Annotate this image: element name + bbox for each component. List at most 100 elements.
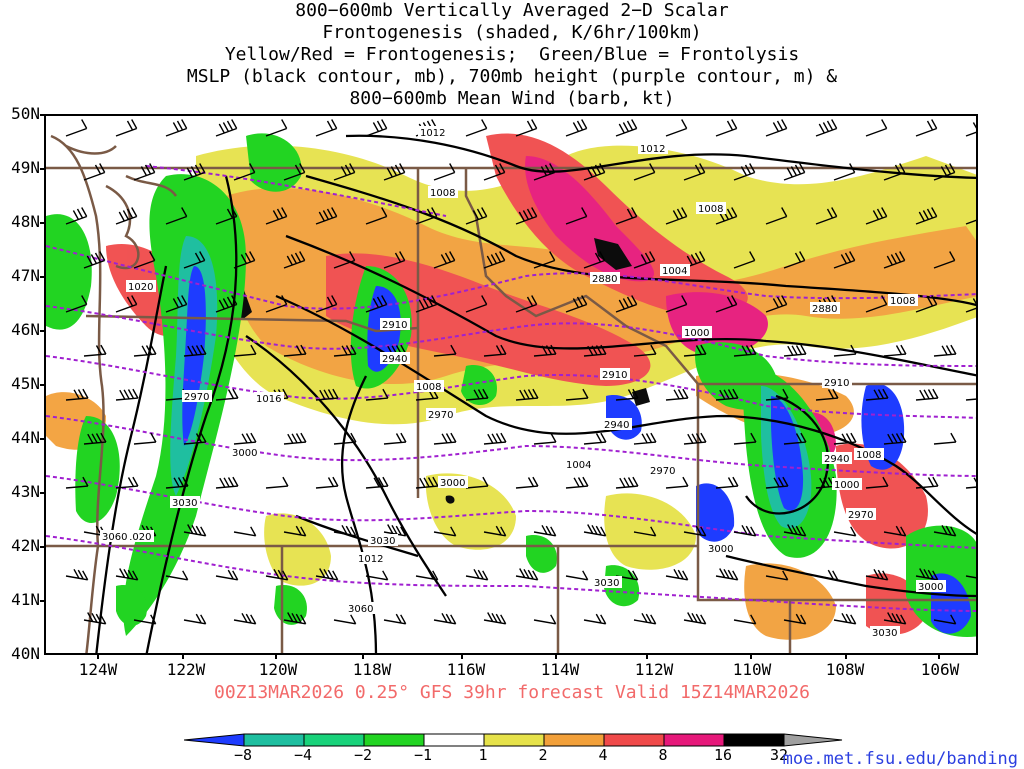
wind-barb (315, 476, 339, 489)
height-label: 2940 (380, 352, 410, 365)
wind-barb (633, 251, 656, 269)
wind-barb (965, 122, 976, 137)
mslp-label: 1020 (126, 280, 156, 293)
wind-barb (665, 388, 689, 401)
colorbar-cell (243, 733, 305, 747)
wind-barb (115, 207, 138, 225)
wind-barb (915, 476, 939, 489)
wind-barb (483, 163, 506, 181)
wind-barb (915, 119, 938, 137)
wind-barb (833, 612, 857, 625)
wind-barb (183, 251, 206, 269)
wind-barb (865, 388, 889, 401)
lon-label-116w: 116W (446, 660, 486, 679)
colorbar-label: 16 (713, 746, 733, 764)
svg-text:3000: 3000 (232, 448, 257, 459)
wind-barb (383, 251, 406, 269)
wind-barb (833, 526, 857, 537)
height-label: 3060 (346, 602, 376, 615)
wind-barb (815, 569, 839, 581)
lat-label-42n: 42N (11, 536, 40, 555)
wind-barb (183, 432, 207, 445)
wind-barb (165, 207, 188, 225)
colorbar-label: 8 (658, 746, 668, 764)
title-line-3: Yellow/Red = Frontogenesis; Green/Blue =… (224, 44, 800, 65)
mslp-label: 1008 (428, 186, 458, 199)
colorbar-cell (363, 733, 425, 747)
wind-barb (365, 119, 388, 137)
wind-barb (533, 524, 557, 537)
wind-barb (265, 119, 288, 137)
wind-barb (965, 575, 976, 579)
height-label: 2940 (822, 452, 852, 465)
wind-barb (115, 119, 138, 137)
wind-barb (465, 295, 488, 313)
wind-barb (565, 295, 588, 313)
wind-barb (65, 476, 89, 489)
lat-label-50n: 50N (11, 104, 40, 123)
svg-text:1008: 1008 (698, 204, 723, 215)
map-panel: 1012 1012 1008 1008 1004 1020 1016 1008 … (44, 114, 978, 655)
wind-barb (633, 612, 657, 625)
wind-barb (565, 476, 589, 489)
lon-tick (750, 653, 752, 659)
wind-barb (215, 119, 238, 137)
svg-text:1020: 1020 (126, 532, 151, 543)
wind-barb (283, 344, 307, 357)
wind-barb (333, 614, 357, 625)
wind-barb (415, 295, 438, 313)
lon-label-110w: 110W (732, 660, 772, 679)
wind-barb (83, 344, 107, 357)
wind-barb (883, 344, 907, 357)
colorbar-label: −2 (353, 746, 373, 764)
wind-barb (383, 432, 407, 445)
svg-text:2940: 2940 (382, 354, 407, 365)
wind-barb (815, 119, 838, 137)
wind-barb (783, 251, 806, 269)
mslp-label: 1016 (254, 392, 284, 405)
lat-label-41n: 41N (11, 590, 40, 609)
wind-barb (283, 525, 307, 537)
height-label: 2910 (822, 376, 852, 389)
colorbar-cell (723, 733, 785, 747)
wind-barb (865, 476, 889, 489)
svg-text:1004: 1004 (662, 266, 687, 277)
wind-barb (515, 295, 538, 313)
height-label: 2880 (590, 272, 620, 285)
wind-barb (865, 207, 888, 225)
source-url[interactable]: moe.met.fsu.edu/banding (782, 749, 1018, 769)
wind-barb (965, 398, 976, 401)
wind-barb (883, 251, 906, 269)
svg-text:2970: 2970 (848, 510, 873, 521)
wind-barb (783, 344, 807, 357)
wind-barb (133, 251, 156, 269)
svg-text:2940: 2940 (604, 420, 629, 431)
svg-text:2880: 2880 (812, 304, 837, 315)
lon-label-108w: 108W (825, 660, 865, 679)
height-label: 2970 (426, 408, 456, 421)
wind-barb (283, 612, 307, 625)
lon-label-118w: 118W (352, 660, 392, 679)
wind-barb (483, 344, 507, 357)
wind-barb (383, 524, 407, 537)
colorbar-label: −4 (293, 746, 313, 764)
contour-labels: 1012 1012 1008 1008 1004 1020 1016 1008 … (100, 126, 946, 639)
lat-label-43n: 43N (11, 482, 40, 501)
wind-barb (365, 295, 388, 313)
wind-barb (465, 568, 489, 581)
svg-text:1008: 1008 (416, 382, 441, 393)
wind-barb (215, 388, 239, 401)
wind-barb (233, 612, 257, 625)
wind-barb (265, 207, 288, 225)
lat-tick (40, 438, 46, 440)
height-label: 3030 (368, 534, 398, 547)
wind-barb (165, 119, 188, 137)
wind-barb (515, 119, 538, 137)
wind-barb (965, 477, 976, 489)
lon-label-106w: 106W (920, 660, 960, 679)
wind-barb (333, 344, 357, 357)
wind-barb (115, 388, 139, 401)
wind-barb (233, 432, 257, 445)
wind-barb (783, 613, 807, 625)
mslp-label: 1008 (414, 380, 444, 393)
